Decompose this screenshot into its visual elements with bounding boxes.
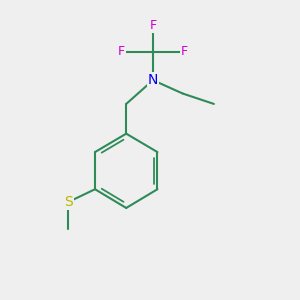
Text: F: F: [149, 19, 157, 32]
Text: F: F: [181, 45, 188, 58]
Text: F: F: [118, 45, 125, 58]
Text: S: S: [64, 195, 73, 209]
Text: N: N: [148, 73, 158, 87]
